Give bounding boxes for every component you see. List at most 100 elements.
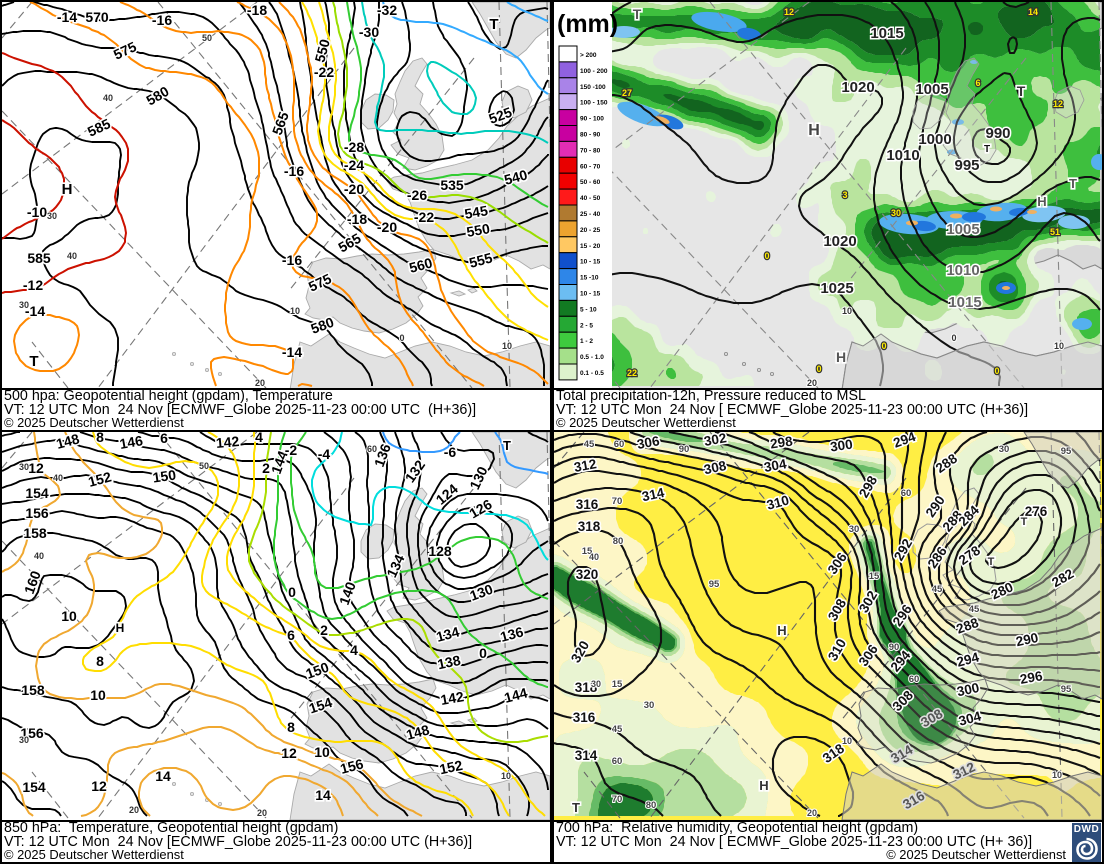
svg-text:60: 60	[614, 439, 625, 450]
svg-text:298: 298	[769, 433, 794, 451]
svg-text:70: 70	[612, 794, 623, 805]
svg-text:H: H	[1037, 194, 1046, 209]
svg-text:10: 10	[1054, 341, 1064, 351]
svg-text:30: 30	[891, 208, 901, 218]
svg-text:995: 995	[954, 157, 979, 174]
svg-text:550: 550	[465, 220, 491, 240]
svg-text:22: 22	[627, 368, 637, 378]
svg-text:0: 0	[951, 333, 956, 343]
svg-text:25 - 40: 25 - 40	[580, 211, 601, 218]
svg-text:30: 30	[19, 462, 29, 472]
svg-text:-18: -18	[347, 211, 367, 227]
svg-text:8: 8	[96, 432, 104, 445]
svg-text:12: 12	[28, 460, 44, 476]
svg-text:0: 0	[399, 333, 404, 343]
svg-text:320: 320	[576, 567, 599, 582]
svg-text:-20: -20	[344, 181, 364, 197]
svg-text:40: 40	[103, 93, 113, 103]
svg-text:50 - 60: 50 - 60	[580, 179, 601, 186]
svg-text:H: H	[836, 349, 846, 365]
svg-text:10: 10	[502, 341, 512, 351]
svg-text:T: T	[29, 353, 38, 370]
svg-text:15: 15	[582, 546, 593, 557]
svg-text:95: 95	[1061, 446, 1072, 457]
svg-text:8: 8	[96, 653, 104, 669]
svg-text:0: 0	[816, 364, 821, 374]
svg-text:T: T	[1021, 516, 1028, 528]
svg-text:142: 142	[215, 433, 240, 451]
svg-text:80 - 90: 80 - 90	[580, 132, 601, 139]
svg-text:100 - 150: 100 - 150	[580, 100, 608, 107]
svg-text:1025: 1025	[820, 280, 853, 297]
svg-text:128: 128	[428, 543, 452, 559]
svg-text:45: 45	[932, 584, 943, 595]
svg-text:50: 50	[202, 33, 212, 43]
svg-text:30: 30	[19, 735, 29, 745]
svg-text:T: T	[988, 556, 995, 568]
svg-text:12: 12	[281, 745, 297, 761]
svg-text:0.5 - 1.0: 0.5 - 1.0	[580, 354, 604, 361]
svg-text:100 - 200: 100 - 200	[580, 68, 608, 75]
svg-text:70 - 80: 70 - 80	[580, 147, 601, 154]
svg-text:3: 3	[842, 190, 847, 200]
svg-text:156: 156	[20, 725, 44, 741]
svg-text:-14: -14	[25, 303, 45, 319]
svg-text:60: 60	[367, 444, 377, 454]
svg-text:1005: 1005	[946, 221, 979, 238]
svg-text:150: 150	[152, 466, 178, 485]
svg-text:990: 990	[985, 125, 1010, 142]
svg-text:1010: 1010	[946, 262, 979, 279]
svg-text:308: 308	[702, 458, 728, 477]
svg-text:30: 30	[999, 444, 1010, 455]
svg-text:12: 12	[784, 7, 794, 17]
svg-text:4: 4	[350, 642, 358, 658]
svg-text:-18: -18	[247, 2, 267, 18]
svg-text:158: 158	[23, 525, 47, 541]
svg-text:318: 318	[578, 519, 601, 534]
svg-text:60: 60	[909, 674, 920, 685]
svg-text:-32: -32	[377, 2, 397, 18]
svg-text:60: 60	[901, 488, 912, 499]
svg-text:-4: -4	[318, 446, 331, 462]
svg-text:300: 300	[955, 680, 980, 699]
svg-text:45: 45	[612, 724, 623, 735]
svg-text:312: 312	[573, 456, 598, 475]
svg-text:T: T	[572, 800, 580, 815]
svg-text:10: 10	[314, 744, 330, 760]
svg-text:314: 314	[575, 748, 598, 763]
svg-text:40: 40	[34, 551, 44, 561]
svg-text:2: 2	[262, 460, 270, 476]
svg-text:H: H	[759, 778, 768, 793]
svg-text:14: 14	[1028, 7, 1038, 17]
svg-text:51: 51	[1050, 227, 1060, 237]
svg-text:310: 310	[765, 492, 791, 512]
svg-text:10: 10	[61, 608, 77, 624]
svg-text:30: 30	[849, 524, 860, 535]
svg-text:H: H	[777, 623, 786, 638]
svg-text:1015: 1015	[870, 25, 903, 42]
svg-text:316: 316	[573, 710, 596, 725]
svg-text:318: 318	[575, 680, 598, 695]
svg-text:45: 45	[969, 604, 980, 615]
svg-text:0: 0	[881, 341, 886, 351]
svg-text:20 - 25: 20 - 25	[580, 227, 601, 234]
svg-text:-14: -14	[282, 344, 302, 360]
svg-text:40: 40	[67, 251, 77, 261]
svg-text:-26: -26	[407, 187, 427, 203]
svg-text:1 - 2: 1 - 2	[580, 338, 593, 345]
svg-text:14: 14	[155, 768, 171, 784]
svg-text:535: 535	[440, 177, 464, 193]
svg-text:20: 20	[807, 808, 817, 818]
svg-text:-14: -14	[57, 9, 77, 25]
svg-text:585: 585	[27, 250, 51, 266]
svg-text:50: 50	[199, 461, 209, 471]
svg-text:10: 10	[501, 771, 511, 781]
svg-text:1020: 1020	[841, 79, 874, 96]
svg-text:2: 2	[320, 622, 328, 638]
svg-text:570: 570	[85, 9, 109, 25]
svg-text:10: 10	[1052, 770, 1062, 780]
svg-text:> 200: > 200	[580, 52, 597, 59]
svg-text:1010: 1010	[886, 147, 919, 164]
svg-text:40: 40	[53, 473, 63, 483]
svg-text:10 - 15: 10 - 15	[580, 259, 601, 266]
